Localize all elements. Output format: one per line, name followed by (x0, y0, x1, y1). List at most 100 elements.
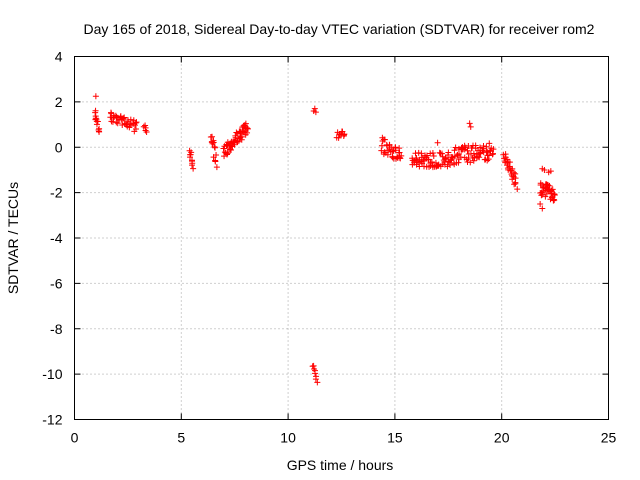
data-point (549, 186, 556, 193)
data-point (444, 163, 451, 170)
data-point (475, 153, 482, 160)
data-point (381, 136, 388, 143)
data-point (421, 157, 428, 164)
data-point (550, 196, 557, 203)
y-tick-label: -6 (50, 275, 63, 291)
data-point (480, 143, 487, 150)
chart-title: Day 165 of 2018, Sidereal Day-to-day VTE… (84, 21, 595, 37)
data-point (547, 168, 554, 175)
data-point (132, 119, 139, 126)
x-axis-label: GPS time / hours (287, 457, 394, 473)
data-point (120, 115, 127, 122)
data-point (470, 157, 477, 164)
data-point (186, 154, 193, 161)
data-point (398, 152, 405, 159)
data-point (425, 156, 432, 163)
data-point (423, 152, 430, 159)
data-point (514, 186, 521, 193)
data-point (213, 152, 220, 159)
y-tick-label: -4 (50, 230, 63, 246)
data-points (92, 93, 558, 386)
data-point (539, 165, 546, 172)
data-point (244, 129, 251, 136)
data-point (415, 149, 422, 156)
data-point (467, 123, 474, 130)
data-point (430, 152, 437, 159)
data-point (512, 175, 519, 182)
data-point (244, 125, 251, 132)
data-point (483, 143, 490, 150)
data-point (439, 150, 446, 157)
x-tick-label: 5 (177, 430, 185, 446)
x-tick-label: 15 (387, 430, 403, 446)
data-point (546, 182, 553, 189)
data-point (209, 140, 216, 147)
data-point (466, 120, 473, 127)
data-point (234, 138, 241, 145)
data-point (415, 159, 422, 166)
data-point (224, 151, 231, 158)
data-point (476, 154, 483, 161)
x-tick-label: 10 (280, 430, 296, 446)
data-point (384, 151, 391, 158)
data-point (314, 379, 321, 386)
data-point (92, 107, 99, 114)
data-point (429, 150, 436, 157)
data-point (311, 366, 318, 373)
data-point (485, 152, 492, 159)
y-tick-label: -8 (50, 321, 63, 337)
data-point (457, 154, 464, 161)
data-point (238, 133, 245, 140)
y-tick-label: -10 (42, 366, 62, 382)
data-point (381, 149, 388, 156)
data-point (394, 153, 401, 160)
data-point (509, 165, 516, 172)
data-point (213, 164, 220, 171)
data-point (142, 124, 149, 131)
data-point (434, 139, 441, 146)
data-point (341, 131, 348, 138)
data-point (312, 376, 319, 383)
data-point (143, 128, 150, 135)
data-point (240, 128, 247, 135)
data-point (212, 144, 219, 151)
y-tick-label: 2 (55, 94, 63, 110)
data-point (490, 146, 497, 153)
data-point (133, 119, 140, 126)
data-point (418, 150, 425, 157)
data-point (378, 142, 385, 149)
x-tick-label: 0 (71, 430, 79, 446)
data-point (92, 115, 99, 122)
data-point (310, 107, 317, 114)
data-point (209, 133, 216, 140)
data-point (131, 128, 138, 135)
data-point (464, 147, 471, 154)
x-tick-label: 25 (601, 430, 617, 446)
data-point (397, 155, 404, 162)
data-point (312, 370, 319, 377)
x-tick-label: 20 (494, 430, 510, 446)
data-point (484, 157, 491, 164)
data-point (227, 147, 234, 154)
data-point (456, 150, 463, 157)
data-point (510, 169, 517, 176)
data-point (445, 149, 452, 156)
y-tick-label: 0 (55, 139, 63, 155)
data-point (486, 140, 493, 147)
data-point (472, 142, 479, 149)
data-point (452, 144, 459, 151)
data-point (396, 145, 403, 152)
data-point (392, 144, 399, 151)
data-point (92, 93, 99, 100)
y-tick-label: -2 (50, 185, 63, 201)
data-point (447, 161, 454, 168)
data-point (121, 114, 128, 121)
y-tick-label: -12 (42, 412, 62, 428)
data-point (451, 147, 458, 154)
data-point (506, 159, 513, 166)
data-point (537, 200, 544, 207)
data-point (467, 159, 474, 166)
data-point (512, 180, 519, 187)
data-point (212, 158, 219, 165)
